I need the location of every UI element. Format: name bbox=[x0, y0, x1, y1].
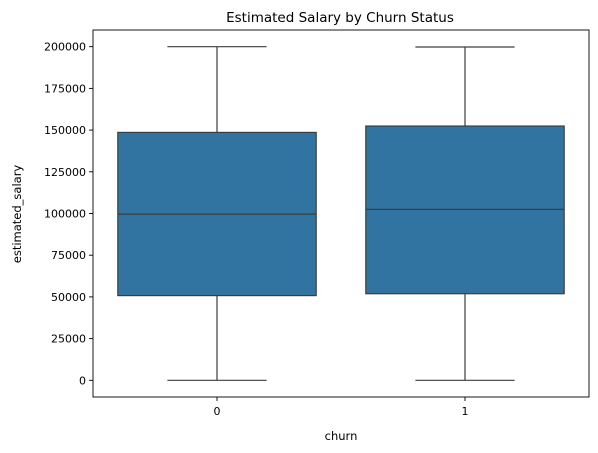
y-tick-label: 0 bbox=[79, 374, 86, 387]
y-tick-label: 125000 bbox=[44, 166, 86, 179]
box-group-0 bbox=[117, 46, 317, 381]
y-tick-label: 75000 bbox=[51, 249, 86, 262]
y-tick-label: 150000 bbox=[44, 124, 86, 137]
y-tick-label: 25000 bbox=[51, 333, 86, 346]
x-axis-label: churn bbox=[325, 429, 358, 443]
plot-area bbox=[117, 46, 565, 381]
y-tick-label: 100000 bbox=[44, 208, 86, 221]
y-tick-label: 175000 bbox=[44, 82, 86, 95]
box-group-1 bbox=[365, 46, 565, 381]
x-tick-label: 0 bbox=[214, 405, 221, 418]
y-tick-label: 200000 bbox=[44, 41, 86, 54]
x-tick-label: 1 bbox=[462, 405, 469, 418]
chart-title: Estimated Salary by Churn Status bbox=[226, 10, 454, 26]
y-tick-label: 50000 bbox=[51, 291, 86, 304]
y-axis: 0 25000 50000 75000 100000 125000 150000 175000… bbox=[44, 41, 93, 387]
y-axis-label: estimated_salary bbox=[10, 165, 24, 264]
